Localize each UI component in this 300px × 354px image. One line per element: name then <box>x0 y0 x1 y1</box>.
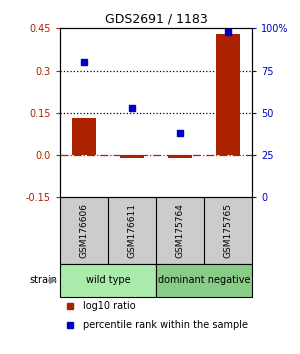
Bar <box>60 264 156 297</box>
Bar <box>168 155 192 158</box>
Point <box>178 130 182 136</box>
Text: GSM175764: GSM175764 <box>176 203 184 258</box>
Text: GSM176606: GSM176606 <box>80 203 88 258</box>
Text: strain: strain <box>30 275 58 285</box>
Point <box>82 59 86 65</box>
Bar <box>216 34 240 155</box>
Text: GSM176611: GSM176611 <box>128 203 136 258</box>
Text: log10 ratio: log10 ratio <box>83 301 136 311</box>
Point <box>226 29 230 35</box>
Bar <box>120 155 144 158</box>
Text: wild type: wild type <box>86 275 130 285</box>
Text: dominant negative: dominant negative <box>158 275 250 285</box>
Text: GSM175765: GSM175765 <box>224 203 232 258</box>
Point <box>130 105 134 110</box>
Bar <box>72 119 96 155</box>
Text: percentile rank within the sample: percentile rank within the sample <box>83 320 248 330</box>
Bar <box>156 264 252 297</box>
Title: GDS2691 / 1183: GDS2691 / 1183 <box>105 13 207 26</box>
